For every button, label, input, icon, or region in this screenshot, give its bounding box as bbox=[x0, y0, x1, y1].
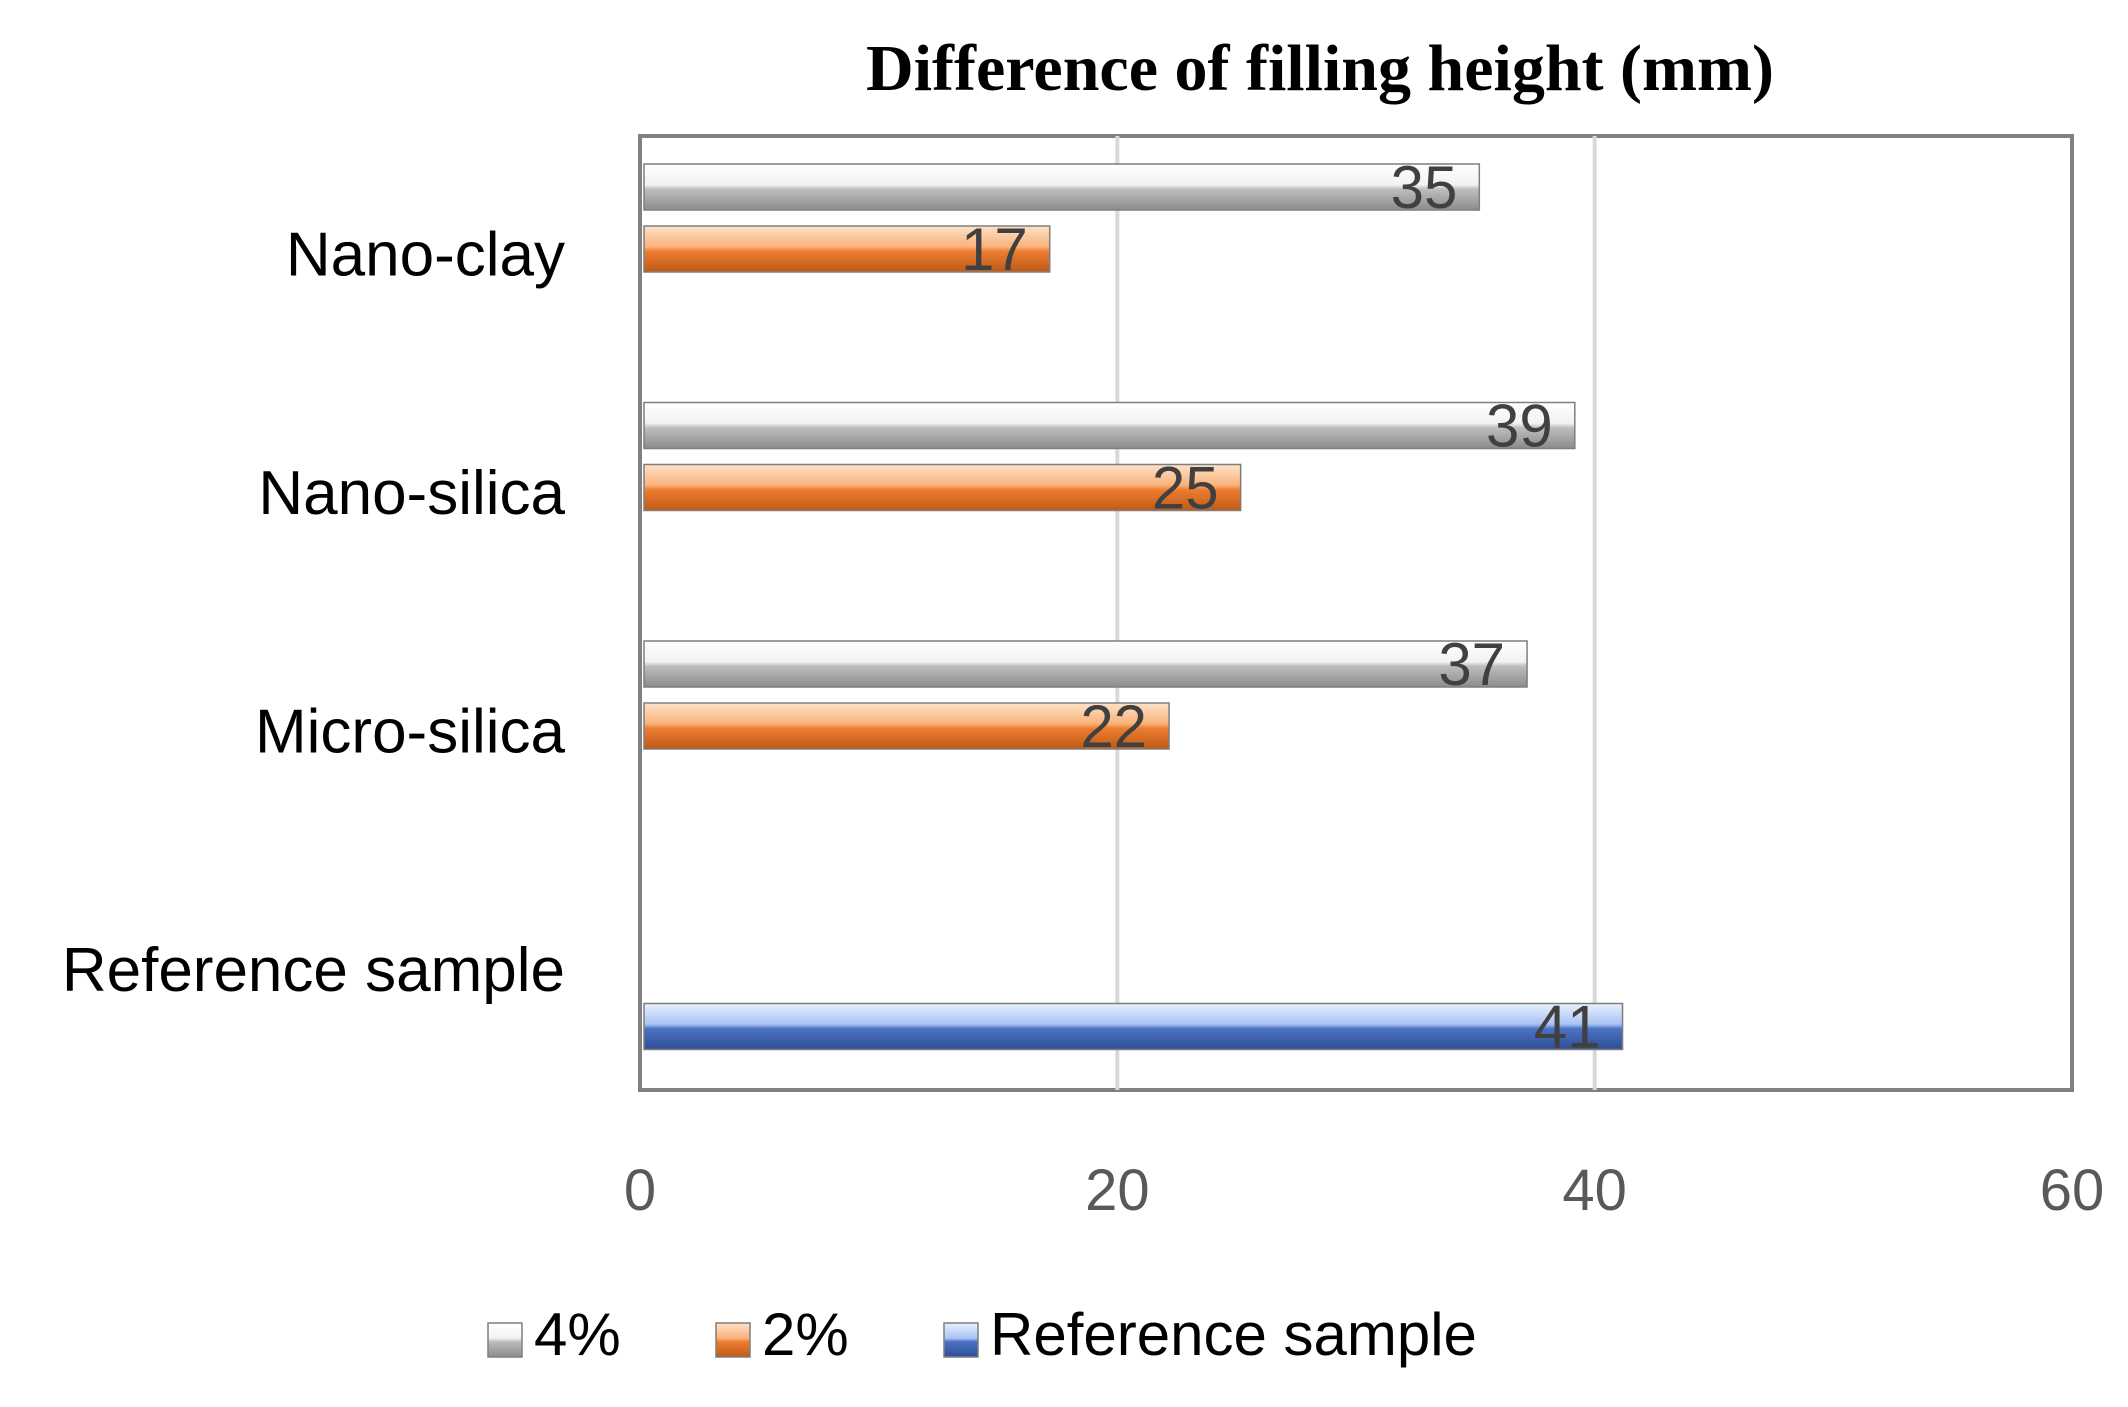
data-label-4--micro-silica: 37 bbox=[1438, 631, 1505, 698]
legend-swatch-reference-sample bbox=[943, 1322, 979, 1358]
chart-title: Difference of filling height (mm) bbox=[866, 32, 1774, 105]
y-category-label-micro-silica: Micro-silica bbox=[255, 697, 566, 766]
data-label-2--micro-silica: 22 bbox=[1080, 693, 1147, 760]
x-tick-label-0: 0 bbox=[624, 1158, 656, 1223]
data-label-reference-sample-reference-sample: 41 bbox=[1534, 994, 1601, 1061]
bar-4--micro-silica bbox=[643, 640, 1528, 688]
y-category-label-nano-clay: Nano-clay bbox=[286, 220, 565, 289]
data-label-4--nano-silica: 39 bbox=[1486, 393, 1553, 460]
bar-2--nano-silica bbox=[643, 463, 1242, 512]
y-category-label-reference-sample: Reference sample bbox=[62, 936, 565, 1005]
data-label-2--nano-silica: 25 bbox=[1152, 455, 1219, 522]
legend-swatch-2- bbox=[715, 1322, 751, 1358]
plot-area-border bbox=[638, 134, 2074, 1092]
bar-reference-sample-reference-sample bbox=[643, 1002, 1624, 1051]
data-label-2--nano-clay: 17 bbox=[961, 216, 1028, 283]
x-tick-label-60: 60 bbox=[2040, 1158, 2105, 1223]
data-label-4--nano-clay: 35 bbox=[1391, 154, 1458, 221]
bar-2--micro-silica bbox=[643, 702, 1170, 750]
bar-4--nano-clay bbox=[643, 163, 1481, 211]
y-category-label-nano-silica: Nano-silica bbox=[258, 459, 565, 528]
x-tick-label-40: 40 bbox=[1562, 1158, 1627, 1223]
legend-label-4-: 4% bbox=[534, 1301, 621, 1368]
legend-swatch-4- bbox=[487, 1322, 523, 1358]
legend-label-reference-sample: Reference sample bbox=[990, 1301, 1477, 1368]
bar-4--nano-silica bbox=[643, 401, 1576, 450]
bar-2--nano-clay bbox=[643, 225, 1051, 273]
x-tick-label-20: 20 bbox=[1085, 1158, 1150, 1223]
legend-label-2-: 2% bbox=[762, 1301, 849, 1368]
